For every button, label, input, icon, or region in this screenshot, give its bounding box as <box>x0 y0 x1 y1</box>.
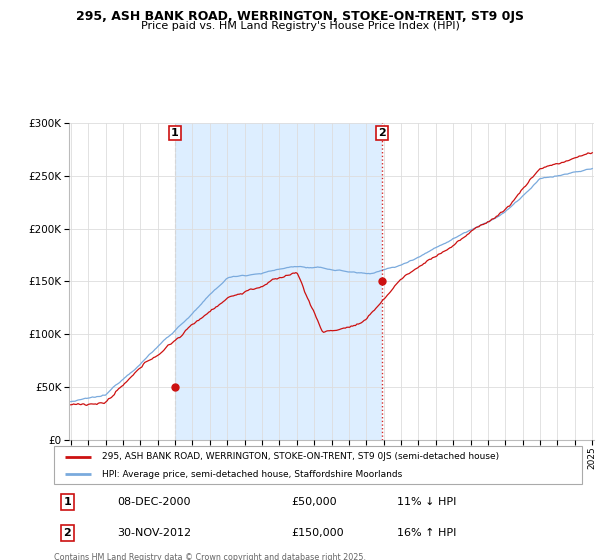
Text: 2: 2 <box>64 528 71 538</box>
Text: £150,000: £150,000 <box>292 528 344 538</box>
Text: 2: 2 <box>379 128 386 138</box>
Text: 295, ASH BANK ROAD, WERRINGTON, STOKE-ON-TRENT, ST9 0JS (semi-detached house): 295, ASH BANK ROAD, WERRINGTON, STOKE-ON… <box>101 452 499 461</box>
FancyBboxPatch shape <box>54 446 582 484</box>
Text: 1: 1 <box>64 497 71 507</box>
Text: 30-NOV-2012: 30-NOV-2012 <box>118 528 191 538</box>
Text: 08-DEC-2000: 08-DEC-2000 <box>118 497 191 507</box>
Text: Contains HM Land Registry data © Crown copyright and database right 2025.
This d: Contains HM Land Registry data © Crown c… <box>54 553 366 560</box>
Text: 1: 1 <box>171 128 179 138</box>
Text: 11% ↓ HPI: 11% ↓ HPI <box>397 497 457 507</box>
Bar <box>175 123 382 440</box>
Text: 16% ↑ HPI: 16% ↑ HPI <box>397 528 457 538</box>
Text: Price paid vs. HM Land Registry's House Price Index (HPI): Price paid vs. HM Land Registry's House … <box>140 21 460 31</box>
Text: £50,000: £50,000 <box>292 497 337 507</box>
Text: 295, ASH BANK ROAD, WERRINGTON, STOKE-ON-TRENT, ST9 0JS: 295, ASH BANK ROAD, WERRINGTON, STOKE-ON… <box>76 10 524 23</box>
Text: HPI: Average price, semi-detached house, Staffordshire Moorlands: HPI: Average price, semi-detached house,… <box>101 470 402 479</box>
